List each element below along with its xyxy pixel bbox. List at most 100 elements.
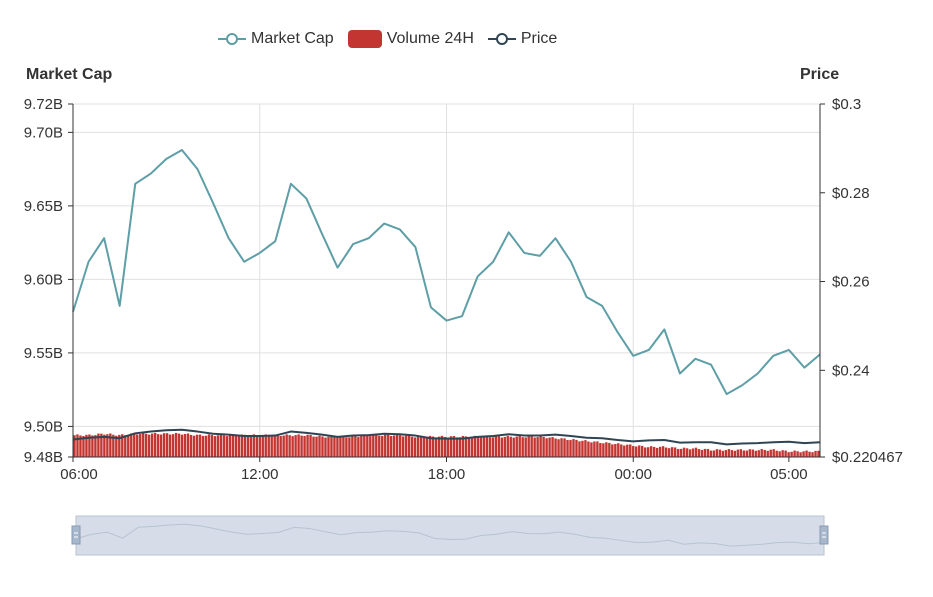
left-axis-title: Market Cap [26, 66, 113, 83]
volume-bar [641, 445, 644, 457]
x-tick-label: 05:00 [770, 466, 808, 483]
volume-bar [802, 451, 805, 457]
volume-bar [452, 436, 456, 457]
volume-bar [545, 438, 548, 457]
volume-bar [497, 436, 500, 457]
volume-bar [623, 445, 626, 457]
volume-bar [506, 435, 509, 457]
volume-bar [401, 436, 405, 457]
volume-bar [142, 432, 145, 457]
volume-bar [778, 451, 781, 457]
volume-bar [757, 450, 760, 457]
volume-bar [393, 435, 396, 457]
volume-bar [790, 451, 793, 457]
volume-bar [712, 450, 716, 457]
volume-bar [124, 435, 127, 457]
volume-bar [133, 433, 136, 457]
volume-bar [775, 450, 778, 457]
volume-bar [91, 435, 94, 457]
volume-bar [360, 436, 363, 457]
volume-bar [339, 436, 342, 457]
volume-bar [82, 436, 85, 457]
volume-bar [180, 434, 184, 457]
volume-bar [521, 437, 524, 457]
handle-grip-icon [819, 525, 829, 545]
volume-bar [620, 444, 623, 457]
volume-bar [769, 449, 772, 457]
volume-bar [799, 452, 802, 457]
y-right-tick-label: $0.28 [832, 185, 870, 202]
slider-right-handle[interactable] [819, 525, 829, 545]
volume-bar [679, 448, 683, 457]
volume-bar [219, 434, 223, 457]
volume-bar [264, 434, 267, 457]
volume-bar [536, 437, 539, 457]
legend-item-price[interactable]: Price [487, 30, 557, 48]
volume-bar [85, 434, 88, 457]
volume-bar [431, 436, 435, 457]
volume-bar [446, 437, 450, 457]
legend-item-market-cap[interactable]: Market Cap [218, 30, 334, 48]
volume-bar [165, 433, 169, 457]
volume-bar [736, 449, 740, 457]
volume-bar [724, 450, 728, 457]
volume-bar [491, 437, 495, 457]
volume-bar [578, 441, 581, 457]
volume-bar [733, 450, 737, 457]
volume-bar [596, 441, 599, 457]
volume-bar [201, 435, 205, 457]
slider-window [75, 515, 825, 556]
volume-bar [330, 435, 333, 457]
chart-legend: Market Cap Volume 24H Price [218, 28, 571, 50]
volume-bar [632, 446, 635, 457]
volume-bar [276, 434, 279, 457]
volume-bar [410, 436, 414, 457]
volume-bar [240, 434, 244, 457]
y-right-tick-label: $0.220467 [832, 449, 903, 466]
line-circle-icon [487, 33, 516, 45]
volume-bar [700, 449, 704, 457]
volume-bar [312, 436, 315, 457]
volume-bar [464, 436, 468, 457]
volume-bar [590, 442, 593, 457]
volume-bar [336, 437, 339, 457]
volume-bar [106, 434, 109, 457]
price-line [72, 428, 821, 446]
volume-bar [171, 434, 175, 457]
volume-bar [162, 433, 166, 457]
volume-bar [646, 447, 650, 457]
volume-bar [635, 446, 638, 457]
volume-bar [357, 437, 360, 457]
y-left-tick-label: 9.48B [24, 449, 63, 466]
volume-bar [183, 434, 187, 457]
volume-bar [315, 436, 318, 457]
volume-bar [742, 450, 746, 457]
volume-bar [100, 433, 103, 457]
volume-bar [652, 446, 656, 457]
volume-bar [252, 434, 255, 457]
volume-bar [658, 446, 662, 457]
volume-bar [626, 444, 629, 457]
volume-bar [638, 445, 641, 457]
volume-bar [115, 435, 118, 457]
volume-bar [375, 434, 378, 457]
volume-bar [509, 436, 512, 457]
volume-bar [443, 436, 447, 457]
slider-left-handle[interactable] [71, 525, 81, 545]
volume-bar [94, 435, 97, 457]
volume-bar [530, 436, 533, 457]
volume-bar [494, 435, 498, 457]
volume-bar [222, 435, 226, 457]
right-axis-title: Price [800, 66, 840, 83]
legend-item-volume[interactable]: Volume 24H [347, 30, 474, 48]
data-zoom-slider[interactable] [71, 515, 829, 556]
y-left-tick-label: 9.50B [24, 418, 63, 435]
volume-bar [300, 435, 303, 457]
volume-bar [805, 450, 808, 457]
volume-bar [88, 434, 91, 457]
volume-bar [572, 439, 575, 457]
volume-bar [587, 441, 590, 457]
volume-bar [121, 434, 124, 457]
volume-bar [267, 435, 270, 457]
legend-label-volume: Volume 24H [386, 30, 474, 47]
